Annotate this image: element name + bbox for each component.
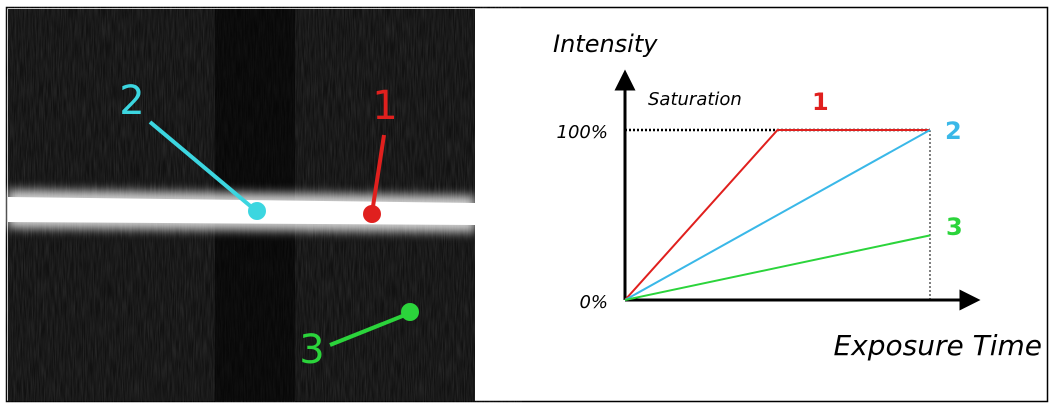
x-axis-label: Exposure Time xyxy=(833,329,1042,362)
photo: 1 2 3 xyxy=(8,9,475,401)
series-line xyxy=(624,129,931,301)
photo-label: 3 xyxy=(299,327,324,373)
series-label: 3 xyxy=(946,213,963,241)
photo-label: 2 xyxy=(119,78,144,124)
series-line xyxy=(624,234,931,301)
y-axis-label: Intensity xyxy=(553,30,658,58)
annotation: Saturation xyxy=(648,89,742,110)
y-tick-label: 100% xyxy=(557,122,608,143)
frame xyxy=(5,6,1049,403)
photo-label: 1 xyxy=(372,83,397,129)
series-label: 2 xyxy=(945,117,962,145)
series-line xyxy=(624,129,930,301)
y-tick-label: 0% xyxy=(579,292,608,313)
series-label: 1 xyxy=(812,88,829,116)
chart: Intensity Exposure Time Saturation 0% 100… xyxy=(553,30,1042,362)
